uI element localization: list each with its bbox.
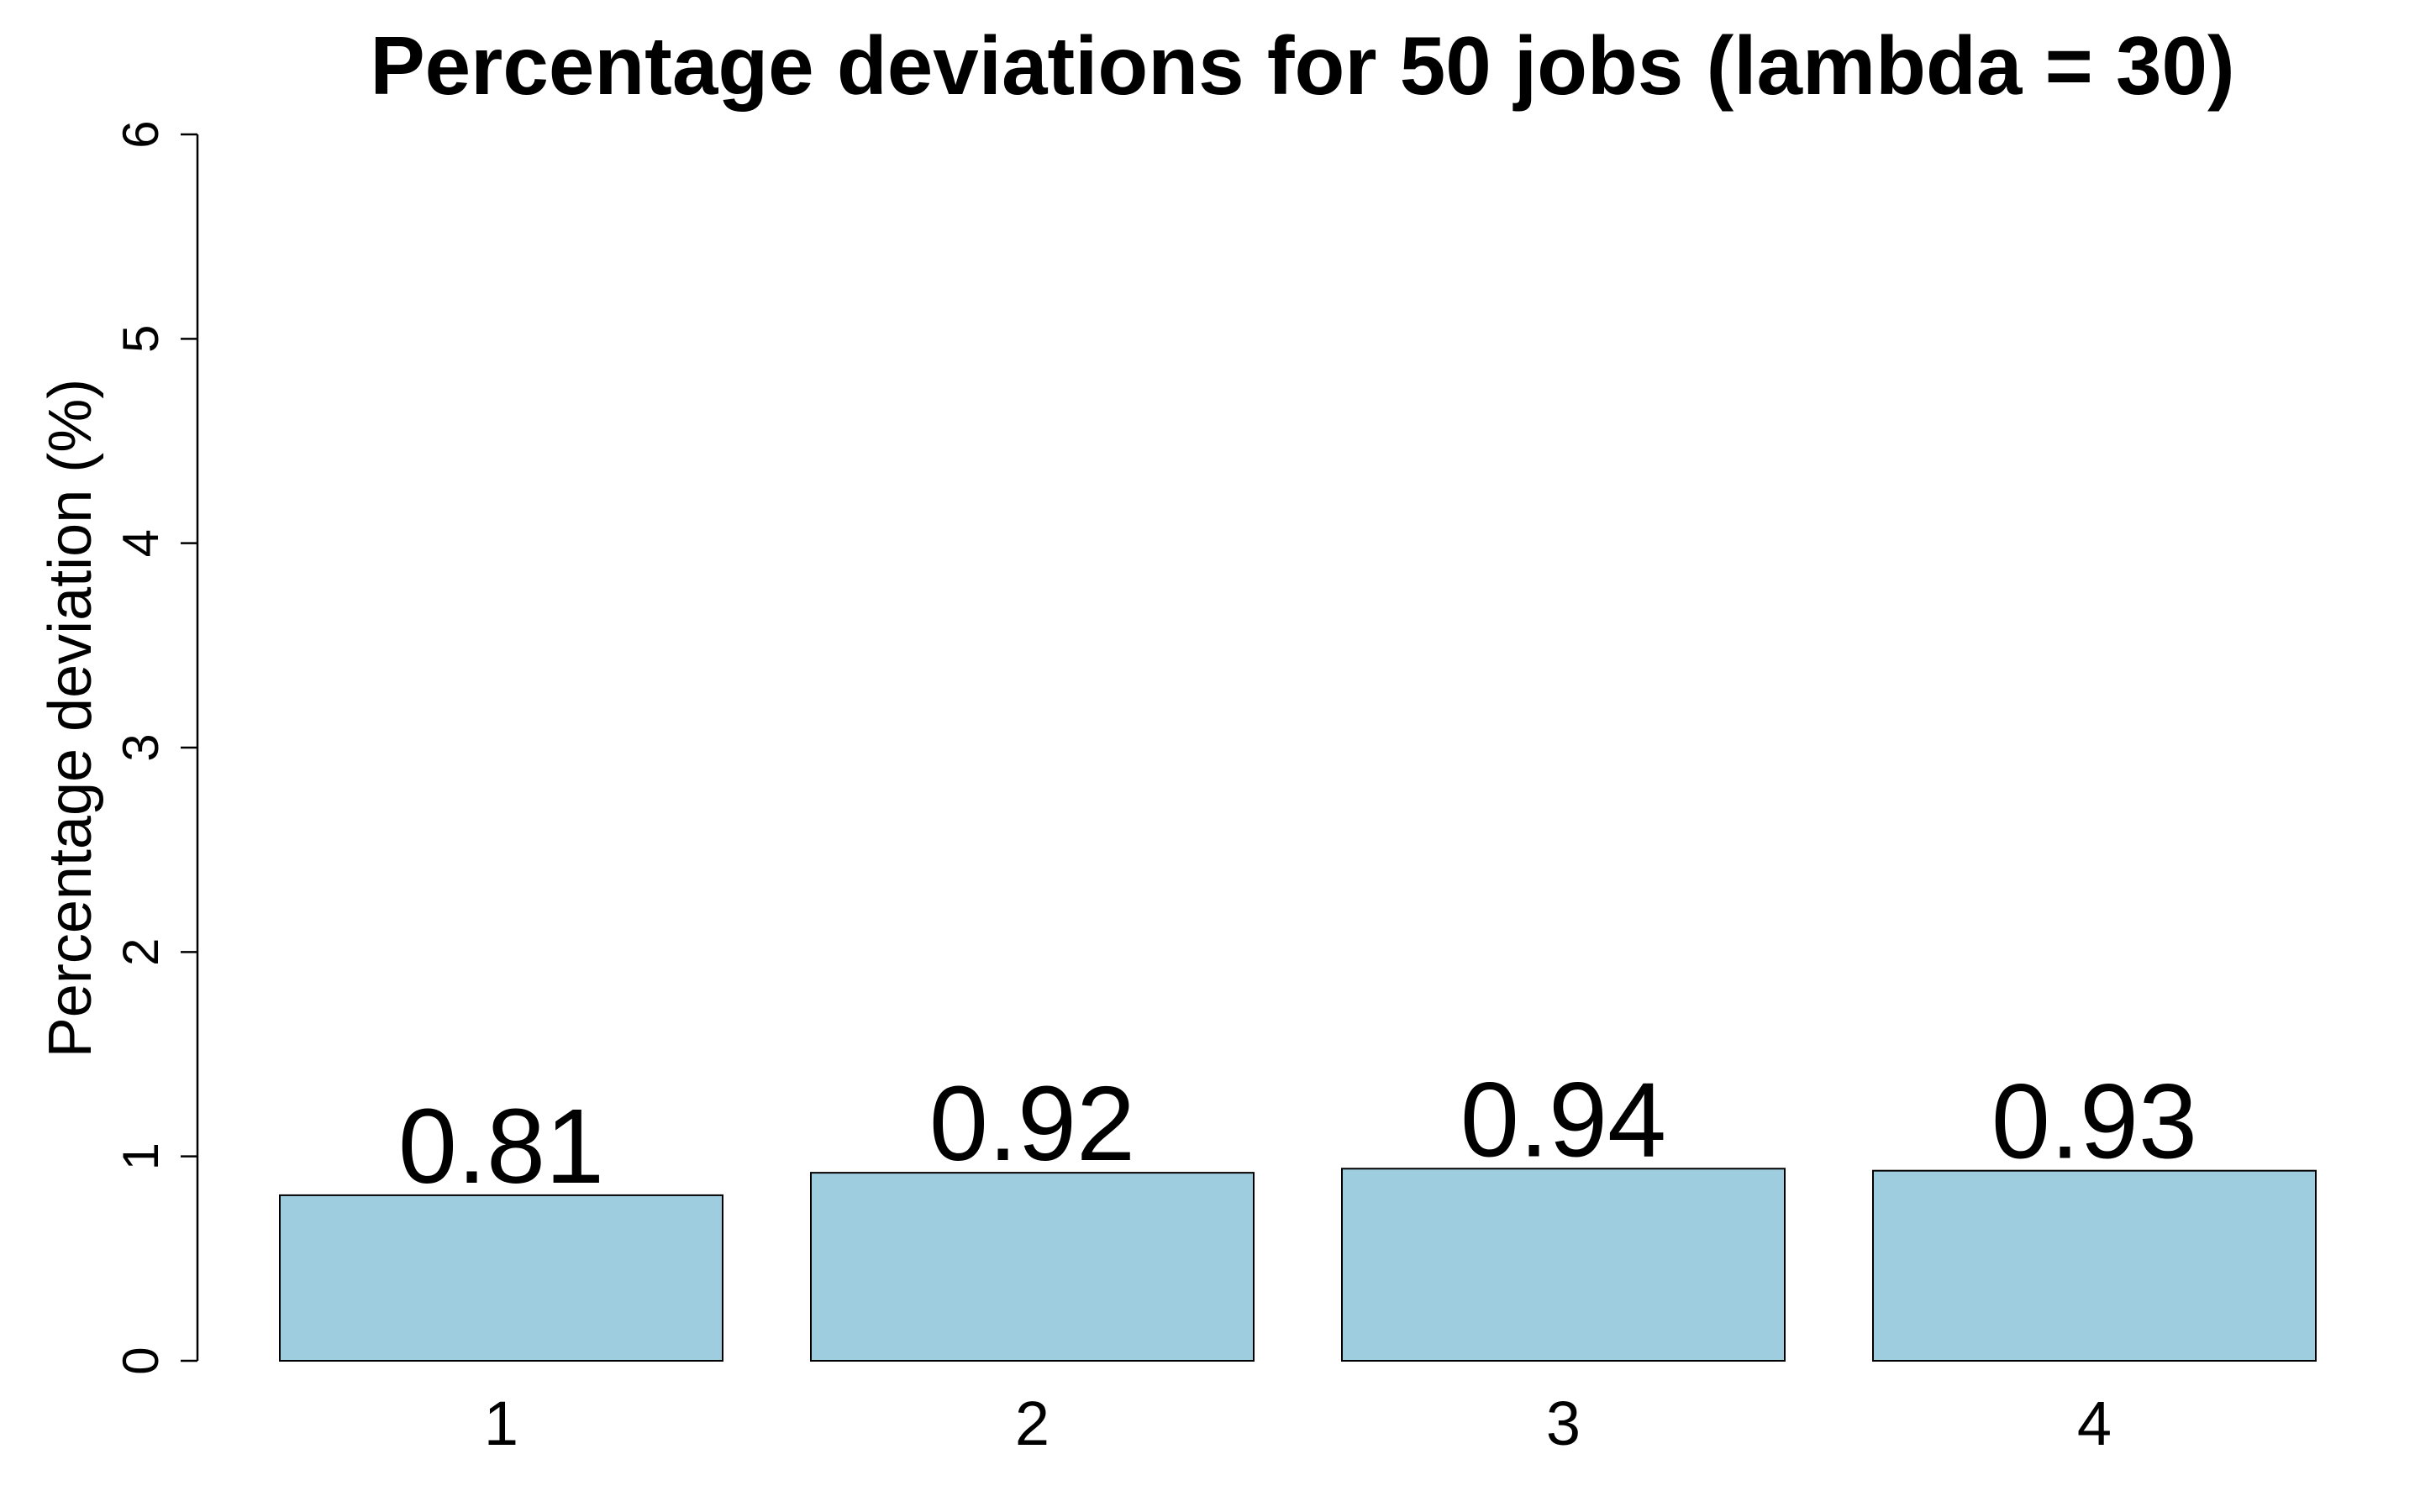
x-category-label: 3 — [1546, 1389, 1581, 1458]
x-category-label: 1 — [484, 1389, 518, 1458]
bar-1 — [279, 1194, 723, 1362]
x-axis-category-labels: 1 2 3 4 — [484, 1389, 2112, 1458]
data-labels-group: 0.81 0.92 0.94 0.93 — [398, 1060, 2197, 1205]
y-axis-title: Percentage deviation (%) — [37, 379, 104, 1058]
y-tick-label: 5 — [113, 325, 169, 353]
bar-4 — [1872, 1169, 2317, 1362]
y-tick-label: 0 — [113, 1347, 169, 1374]
y-tick-label: 2 — [113, 938, 169, 966]
chart-title: Percentage deviations for 50 jobs (lambd… — [370, 19, 2234, 112]
y-tick-label: 4 — [113, 529, 169, 557]
x-category-label: 2 — [1015, 1389, 1050, 1458]
bar-value-label: 0.94 — [1460, 1060, 1666, 1179]
y-tick-label: 3 — [113, 733, 169, 761]
x-category-label: 4 — [2077, 1389, 2112, 1458]
bar-value-label: 0.92 — [929, 1064, 1135, 1183]
bars-group — [279, 1168, 2317, 1362]
bar-3 — [1341, 1168, 1786, 1362]
y-axis-ticks: 0 1 2 3 4 5 6 — [113, 120, 197, 1375]
bar-value-label: 0.81 — [398, 1087, 604, 1205]
bar-2 — [810, 1172, 1255, 1362]
y-tick-label: 1 — [113, 1142, 169, 1170]
bar-value-label: 0.93 — [1991, 1063, 2197, 1181]
y-tick-label: 6 — [113, 120, 169, 148]
